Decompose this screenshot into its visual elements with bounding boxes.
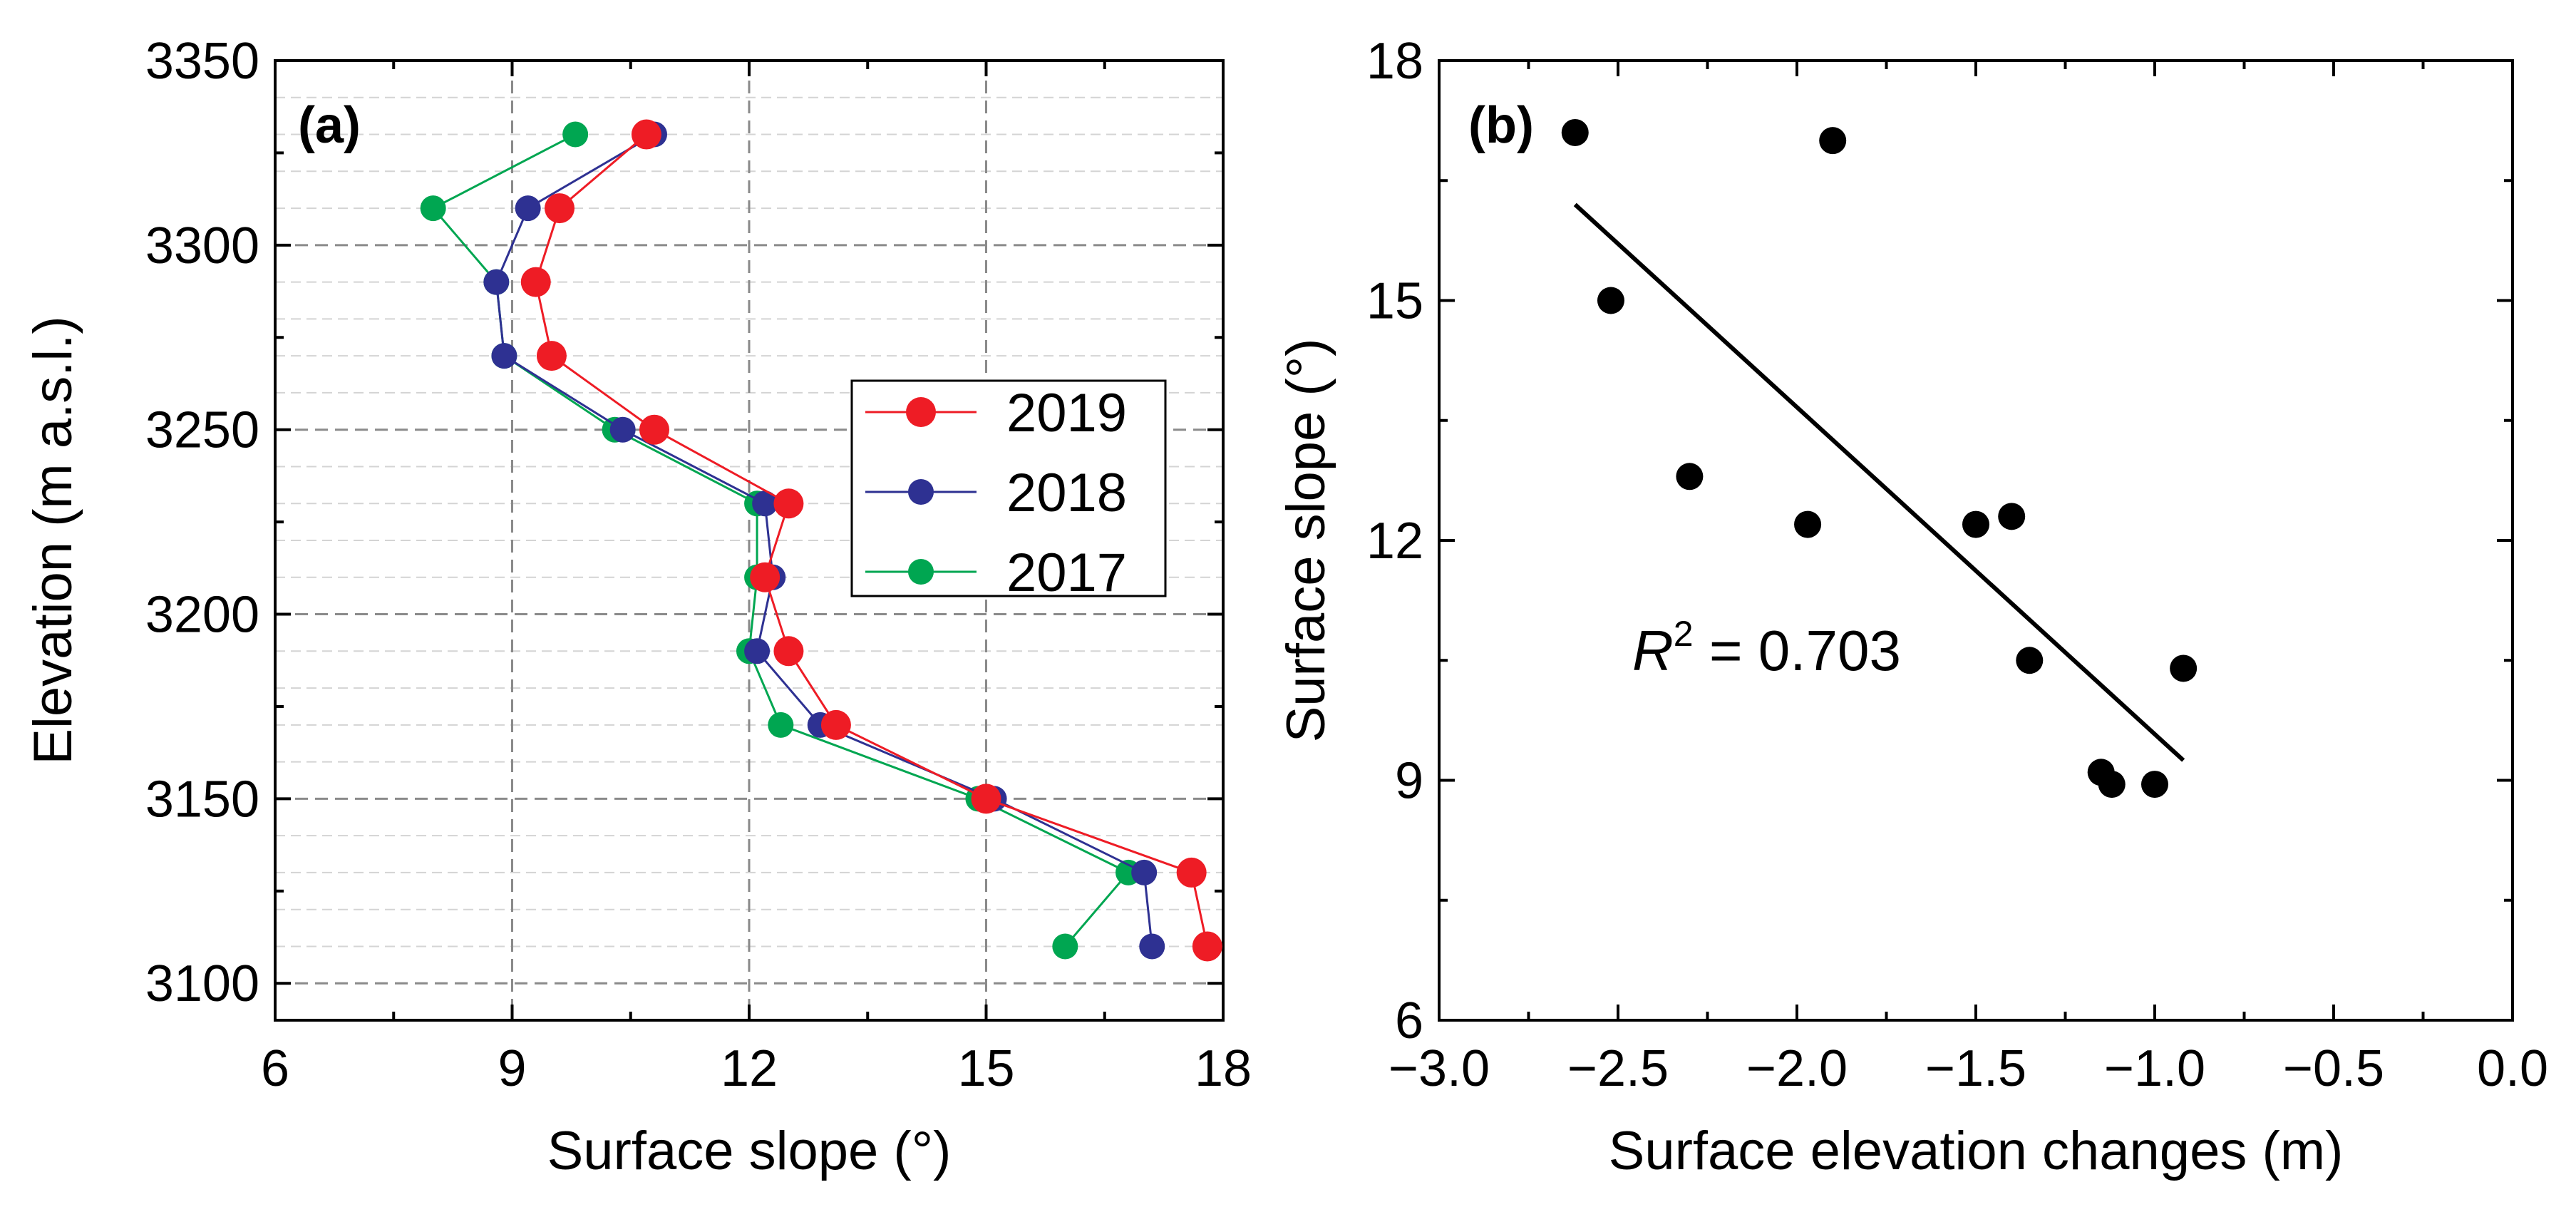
panel-b-x-tick-labels: −3.0 −2.5 −2.0 −1.5 −1.0 −0.5 0.0 (1389, 1040, 2548, 1097)
y-tick-label: 3200 (145, 587, 259, 644)
y-tick-label: 3150 (145, 771, 259, 828)
panel-b-fit (1573, 202, 2185, 762)
data-point-2019 (820, 709, 851, 740)
series-2019 (520, 119, 1222, 962)
panel-a-y-tick-labels: 3100 3150 3200 3250 3300 3350 (145, 33, 259, 1012)
scatter-point (1676, 463, 1704, 490)
y-tick-label: 3100 (145, 955, 259, 1012)
y-tick-label: 9 (1395, 753, 1423, 810)
r-squared-letter: R (1632, 619, 1674, 682)
plot-b-background (1439, 61, 2513, 1020)
x-tick-label: 15 (957, 1040, 1014, 1097)
scatter-point (1561, 118, 1589, 146)
y-tick-label: 6 (1395, 992, 1423, 1049)
scatter-point (2170, 654, 2198, 682)
legend-entry-2019: 2019 (865, 383, 1127, 443)
data-point-2017 (562, 121, 589, 148)
scatter-point (1819, 127, 1847, 155)
x-tick-label: −1.0 (2104, 1040, 2205, 1097)
panel-b-y-tick-labels: 6 9 12 15 18 (1366, 33, 1423, 1049)
legend-entry-2017: 2017 (865, 543, 1127, 603)
scatter-point (1597, 287, 1624, 314)
data-point-2017 (768, 712, 794, 738)
y-tick-label: 12 (1366, 513, 1423, 570)
scatter-point (1962, 510, 1989, 538)
data-point-2018 (752, 490, 778, 517)
y-tick-label: 3350 (145, 33, 259, 90)
panel-a: 6 9 12 15 18 3100 3150 3200 3250 3300 3350 (a) Su… (23, 33, 1252, 1181)
data-point-2017 (420, 195, 446, 222)
r-squared-annotation: R2 = 0.703 (1632, 614, 1901, 682)
legend-marker (908, 559, 934, 585)
data-point-2018 (483, 269, 510, 295)
data-point-2018 (609, 416, 636, 443)
data-point-2018 (1131, 859, 1158, 885)
legend: 2019 2018 2017 (850, 379, 1167, 603)
data-point-2019 (1192, 931, 1222, 962)
data-point-2018 (1139, 933, 1165, 960)
series-line-2017 (431, 133, 1130, 947)
y-tick-label: 3250 (145, 402, 259, 459)
x-tick-label: −2.0 (1746, 1040, 1848, 1097)
legend-label: 2017 (1006, 543, 1127, 603)
data-point-2019 (639, 414, 669, 445)
scatter-point (2141, 771, 2168, 798)
legend-marker (908, 479, 934, 505)
legend-label: 2019 (1006, 383, 1127, 443)
y-tick-label: 15 (1366, 273, 1423, 330)
r-squared-value: = 0.703 (1694, 619, 1901, 682)
panel-a-x-axis-title: Surface slope (°) (547, 1121, 952, 1181)
data-point-2017 (1052, 933, 1078, 960)
legend-label: 2018 (1006, 463, 1127, 523)
regression-line (1573, 202, 2185, 762)
panel-b: −3.0 −2.5 −2.0 −1.5 −1.0 −0.5 0.0 6 9 12 15 18 (b)… (1276, 33, 2548, 1181)
x-tick-label: 18 (1195, 1040, 1252, 1097)
x-tick-label: 0.0 (2477, 1040, 2548, 1097)
x-tick-label: −3.0 (1389, 1040, 1490, 1097)
data-point-2019 (773, 636, 804, 667)
data-point-2018 (744, 638, 771, 664)
legend-marker (906, 397, 936, 427)
data-point-2019 (631, 119, 661, 150)
panel-a-y-axis-title: Elevation (m a.s.l.) (23, 316, 83, 764)
panel-b-ticks (1438, 59, 2514, 1022)
panel-b-label: (b) (1468, 97, 1534, 154)
panel-b-points (1561, 118, 2198, 798)
panel-a-x-tick-labels: 6 9 12 15 18 (261, 1040, 1252, 1097)
panel-b-y-axis-title: Surface slope (°) (1276, 339, 1336, 743)
data-point-2019 (773, 488, 804, 519)
data-point-2018 (491, 343, 517, 369)
legend-box (850, 379, 1167, 597)
data-point-2019 (536, 341, 567, 371)
scatter-point (1794, 510, 1822, 538)
x-tick-label: −0.5 (2283, 1040, 2384, 1097)
panel-a-series (420, 119, 1222, 962)
data-point-2019 (1176, 857, 1207, 888)
x-tick-label: −1.5 (1925, 1040, 2026, 1097)
y-tick-label: 3300 (145, 217, 259, 274)
data-point-2018 (515, 195, 541, 222)
x-tick-label: 6 (261, 1040, 289, 1097)
r-squared-superscript: 2 (1674, 614, 1694, 654)
x-tick-label: 9 (498, 1040, 526, 1097)
panel-a-label: (a) (298, 97, 361, 154)
scatter-point (1998, 503, 2026, 530)
x-tick-label: −2.5 (1567, 1040, 1669, 1097)
panel-b-x-axis-title: Surface elevation changes (m) (1609, 1121, 2344, 1181)
data-point-2019 (750, 562, 780, 592)
data-point-2019 (545, 193, 575, 224)
y-tick-label: 18 (1366, 33, 1423, 90)
x-tick-label: 12 (721, 1040, 778, 1097)
data-point-2019 (971, 784, 1001, 814)
scatter-point (2098, 771, 2126, 798)
legend-entry-2018: 2018 (865, 463, 1127, 523)
panel-a-ticks (274, 59, 1225, 1020)
data-point-2019 (520, 267, 551, 297)
scatter-point (2016, 647, 2044, 674)
